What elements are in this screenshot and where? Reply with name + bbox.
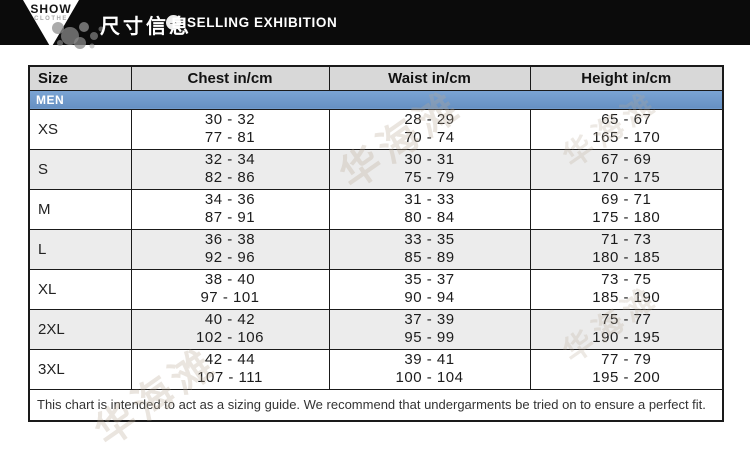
size-label: XS <box>28 108 132 150</box>
waist-cm: 90 - 94 <box>404 289 455 306</box>
height-cm: 180 - 185 <box>592 249 661 266</box>
chest-cm: 77 - 81 <box>204 129 256 146</box>
height-inches: 71 - 73 <box>601 231 652 248</box>
waist-value: 31 - 33 80 - 84 <box>328 188 531 230</box>
size-label: S <box>28 148 132 190</box>
size-label: M <box>28 188 132 230</box>
height-cm: 165 - 170 <box>592 129 661 146</box>
waist-inches: 28 - 29 <box>404 111 455 128</box>
chest-inches: 34 - 36 <box>204 191 256 208</box>
waist-value: 37 - 39 95 - 99 <box>328 308 531 350</box>
height-cm: 190 - 195 <box>592 329 661 346</box>
waist-value: 33 - 35 85 - 89 <box>328 228 531 270</box>
waist-inches: 33 - 35 <box>404 231 455 248</box>
sizing-note: This chart is intended to act as a sizin… <box>28 388 724 422</box>
brand-logo-title: SHOW <box>30 2 72 16</box>
chest-value: 38 - 40 97 - 101 <box>130 268 330 310</box>
size-label: L <box>28 228 132 270</box>
brand-logo-subtitle: CLOTHE <box>34 16 68 22</box>
height-inches: 77 - 79 <box>601 351 652 368</box>
chest-cm: 97 - 101 <box>200 289 260 306</box>
table-row-m: M 34 - 36 87 - 91 31 - 33 80 - 84 69 - 7… <box>28 188 724 230</box>
waist-inches: 39 - 41 <box>404 351 455 368</box>
arrow-right-circle-icon: → <box>166 15 181 30</box>
height-cm: 170 - 175 <box>592 169 661 186</box>
chest-cm: 102 - 106 <box>196 329 264 346</box>
height-value: 71 - 73 180 - 185 <box>529 228 724 270</box>
waist-cm: 70 - 74 <box>404 129 455 146</box>
table-row-xs: XS 30 - 32 77 - 81 28 - 29 70 - 74 65 - … <box>28 108 724 150</box>
height-value: 73 - 75 185 - 190 <box>529 268 724 310</box>
size-label: XL <box>28 268 132 310</box>
waist-value: 39 - 41 100 - 104 <box>328 348 531 390</box>
column-header-waist: Waist in/cm <box>328 65 531 91</box>
table-row-xl: XL 38 - 40 97 - 101 35 - 37 90 - 94 73 -… <box>28 268 724 310</box>
waist-value: 35 - 37 90 - 94 <box>328 268 531 310</box>
chest-inches: 42 - 44 <box>204 351 256 368</box>
table-header-row: Size Chest in/cm Waist in/cm Height in/c… <box>28 65 724 91</box>
chest-inches: 32 - 34 <box>204 151 256 168</box>
table-row-3xl: 3XL 42 - 44 107 - 111 39 - 41 100 - 104 … <box>28 348 724 390</box>
column-header-chest: Chest in/cm <box>130 65 330 91</box>
height-inches: 69 - 71 <box>601 191 652 208</box>
chest-inches: 36 - 38 <box>204 231 256 248</box>
chest-cm: 87 - 91 <box>204 209 256 226</box>
size-label: 3XL <box>28 348 132 390</box>
chest-cm: 92 - 96 <box>204 249 256 266</box>
chest-cm: 107 - 111 <box>197 369 263 386</box>
waist-cm: 80 - 84 <box>404 209 455 226</box>
waist-value: 28 - 29 70 - 74 <box>328 108 531 150</box>
sizing-note-row: This chart is intended to act as a sizin… <box>28 388 724 422</box>
chest-value: 30 - 32 77 - 81 <box>130 108 330 150</box>
size-chart-table: Size Chest in/cm Waist in/cm Height in/c… <box>28 65 724 422</box>
chest-inches: 40 - 42 <box>204 311 256 328</box>
chest-value: 32 - 34 82 - 86 <box>130 148 330 190</box>
banner-en-title: SELLING EXHIBITION <box>187 15 338 30</box>
height-inches: 73 - 75 <box>601 271 652 288</box>
chest-value: 42 - 44 107 - 111 <box>130 348 330 390</box>
height-inches: 75 - 77 <box>601 311 652 328</box>
chest-value: 34 - 36 87 - 91 <box>130 188 330 230</box>
paint-splash-decoration <box>52 22 104 49</box>
waist-inches: 35 - 37 <box>404 271 455 288</box>
chest-value: 36 - 38 92 - 96 <box>130 228 330 270</box>
waist-cm: 85 - 89 <box>404 249 455 266</box>
height-cm: 185 - 190 <box>592 289 661 306</box>
banner-cn-title: 尺寸信息 <box>100 16 192 38</box>
column-header-height: Height in/cm <box>529 65 724 91</box>
column-header-size: Size <box>28 65 132 91</box>
height-value: 75 - 77 190 - 195 <box>529 308 724 350</box>
height-value: 77 - 79 195 - 200 <box>529 348 724 390</box>
height-value: 69 - 71 175 - 180 <box>529 188 724 230</box>
height-cm: 175 - 180 <box>592 209 661 226</box>
waist-inches: 37 - 39 <box>404 311 455 328</box>
chest-value: 40 - 42 102 - 106 <box>130 308 330 350</box>
chest-inches: 38 - 40 <box>204 271 256 288</box>
height-inches: 65 - 67 <box>601 111 652 128</box>
waist-cm: 75 - 79 <box>404 169 455 186</box>
group-row-men: MEN <box>28 89 724 110</box>
table-row-l: L 36 - 38 92 - 96 33 - 35 85 - 89 71 - 7… <box>28 228 724 270</box>
waist-inches: 31 - 33 <box>404 191 455 208</box>
chest-inches: 30 - 32 <box>204 111 256 128</box>
table-row-s: S 32 - 34 82 - 86 30 - 31 75 - 79 67 - 6… <box>28 148 724 190</box>
table-row-2xl: 2XL 40 - 42 102 - 106 37 - 39 95 - 99 75… <box>28 308 724 350</box>
waist-cm: 95 - 99 <box>404 329 455 346</box>
top-banner: 尺寸信息 → SELLING EXHIBITION <box>0 0 750 45</box>
waist-inches: 30 - 31 <box>404 151 455 168</box>
height-value: 65 - 67 165 - 170 <box>529 108 724 150</box>
height-cm: 195 - 200 <box>592 369 661 386</box>
group-label: MEN <box>28 89 724 110</box>
waist-value: 30 - 31 75 - 79 <box>328 148 531 190</box>
height-inches: 67 - 69 <box>601 151 652 168</box>
size-label: 2XL <box>28 308 132 350</box>
waist-cm: 100 - 104 <box>395 369 464 386</box>
chest-cm: 82 - 86 <box>204 169 256 186</box>
height-value: 67 - 69 170 - 175 <box>529 148 724 190</box>
